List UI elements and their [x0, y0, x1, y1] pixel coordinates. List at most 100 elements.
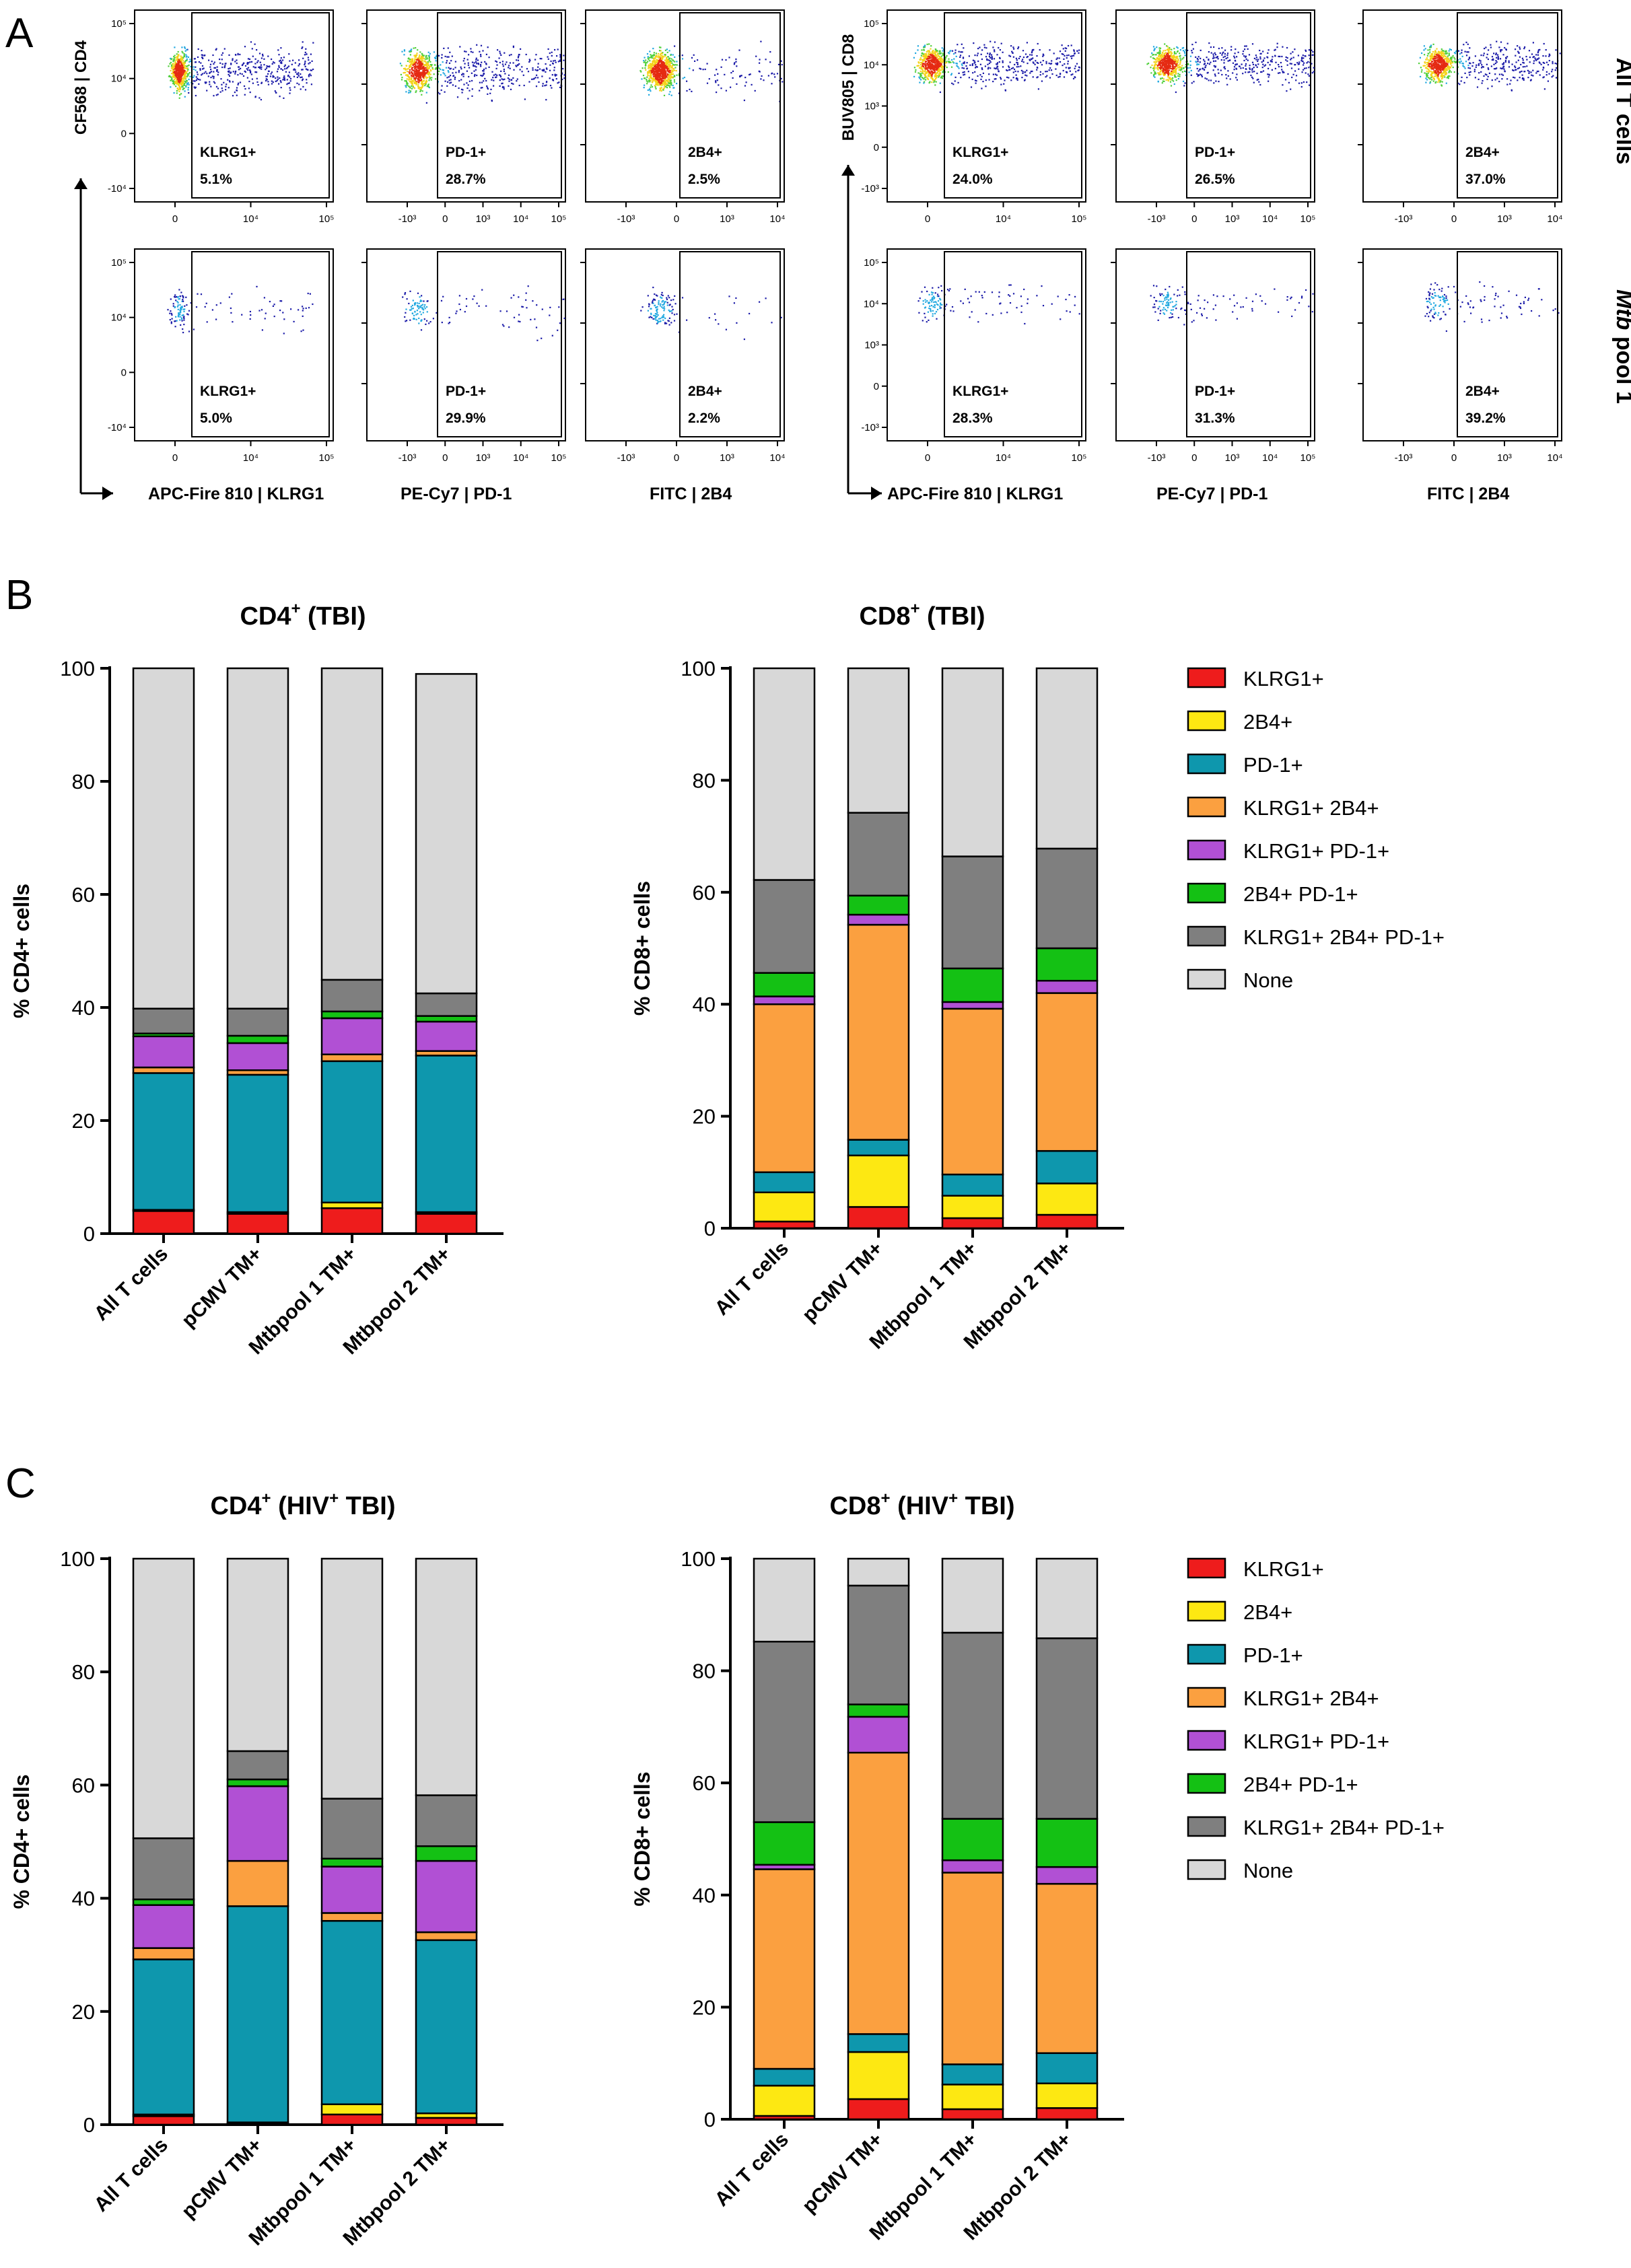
event-dot — [646, 76, 648, 78]
event-dot — [1177, 58, 1179, 60]
event-dot — [658, 57, 660, 59]
event-dot — [1165, 49, 1167, 52]
event-dot — [656, 73, 658, 75]
event-dot — [529, 60, 531, 62]
event-dot — [479, 81, 481, 83]
event-dot — [1478, 72, 1480, 74]
event-dot — [975, 64, 977, 66]
event-dot — [1218, 81, 1220, 83]
event-dot — [1426, 75, 1428, 77]
event-dot — [1226, 83, 1228, 85]
event-dot — [176, 77, 178, 79]
event-dot — [664, 81, 666, 83]
event-dot — [302, 57, 304, 59]
event-dot — [1464, 67, 1466, 69]
event-dot — [289, 77, 292, 80]
event-dot — [1167, 56, 1169, 58]
event-dot — [975, 82, 977, 84]
event-dot — [1486, 78, 1488, 80]
event-dot — [198, 83, 200, 85]
event-dot — [1498, 73, 1500, 75]
event-dot — [1532, 69, 1534, 71]
event-dot — [179, 58, 181, 60]
event-dot — [184, 46, 186, 48]
event-dot — [1439, 52, 1442, 55]
event-dot — [938, 63, 940, 65]
event-dot — [1167, 62, 1169, 64]
event-dot — [446, 56, 448, 58]
event-dot — [1057, 62, 1059, 64]
event-dot — [649, 63, 652, 65]
event-dot — [1249, 65, 1251, 67]
event-dot — [1290, 52, 1292, 55]
event-dot — [938, 70, 940, 73]
event-dot — [474, 73, 476, 76]
event-dot — [221, 87, 223, 90]
event-dot — [177, 75, 179, 77]
event-dot — [670, 77, 672, 79]
event-dot — [733, 63, 735, 65]
event-dot — [1022, 72, 1024, 74]
event-dot — [1074, 67, 1076, 69]
event-dot — [448, 71, 450, 73]
event-dot — [1059, 73, 1062, 75]
event-dot — [400, 73, 402, 75]
event-dot — [542, 70, 544, 72]
event-dot — [411, 61, 413, 63]
event-dot — [1504, 61, 1506, 63]
event-dot — [1285, 59, 1287, 61]
event-dot — [985, 79, 987, 81]
event-dot — [939, 69, 941, 72]
event-dot — [475, 57, 477, 59]
event-dot — [184, 70, 186, 72]
event-dot — [1182, 46, 1185, 49]
event-dot — [225, 63, 227, 65]
event-dot — [436, 55, 438, 57]
event-dot — [932, 52, 934, 55]
event-dot — [184, 61, 186, 63]
event-dot — [183, 75, 185, 77]
event-dot — [647, 75, 649, 77]
event-dot — [411, 79, 413, 81]
event-dot — [535, 54, 537, 56]
event-dot — [408, 50, 411, 52]
event-dot — [1462, 63, 1464, 65]
event-dot — [480, 44, 483, 46]
event-dot — [305, 48, 307, 50]
event-dot — [663, 56, 665, 58]
event-dot — [662, 72, 664, 74]
event-dot — [739, 75, 741, 77]
event-dot — [232, 58, 234, 60]
event-dot — [242, 63, 244, 65]
event-dot — [1513, 76, 1515, 78]
event-dot — [1274, 67, 1276, 69]
event-dot — [399, 63, 401, 65]
event-dot — [179, 67, 182, 69]
event-dot — [662, 63, 664, 65]
event-dot — [525, 53, 527, 56]
event-dot — [645, 59, 647, 61]
event-dot — [926, 58, 928, 60]
event-dot — [178, 53, 180, 56]
event-dot — [669, 91, 671, 93]
event-dot — [1162, 50, 1165, 52]
event-dot — [289, 92, 291, 94]
event-dot — [421, 94, 423, 96]
event-dot — [425, 69, 427, 71]
event-dot — [442, 72, 444, 74]
event-dot — [555, 74, 557, 76]
event-dot — [1431, 54, 1433, 56]
event-dot — [996, 63, 998, 65]
event-dot — [1438, 72, 1440, 74]
plot-frame — [887, 9, 1086, 203]
event-dot — [1447, 75, 1449, 77]
event-dot — [662, 52, 664, 54]
event-dot — [1059, 75, 1061, 77]
event-dot — [1167, 75, 1169, 77]
event-dot — [655, 67, 658, 69]
event-dot — [1151, 52, 1153, 55]
event-dot — [243, 85, 246, 87]
event-dot — [1159, 73, 1161, 75]
event-dot — [1441, 57, 1443, 59]
event-dot — [654, 75, 656, 77]
